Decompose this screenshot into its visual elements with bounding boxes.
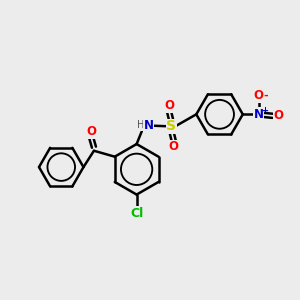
Text: Cl: Cl	[130, 206, 143, 220]
Text: +: +	[262, 106, 268, 115]
Text: -: -	[263, 91, 268, 101]
Text: N: N	[143, 118, 154, 131]
Text: O: O	[274, 109, 284, 122]
Text: O: O	[169, 140, 179, 153]
Text: N: N	[254, 108, 264, 121]
Text: O: O	[86, 125, 96, 138]
Text: S: S	[167, 119, 176, 133]
Text: H: H	[136, 120, 144, 130]
Text: O: O	[164, 99, 174, 112]
Text: O: O	[254, 89, 264, 102]
